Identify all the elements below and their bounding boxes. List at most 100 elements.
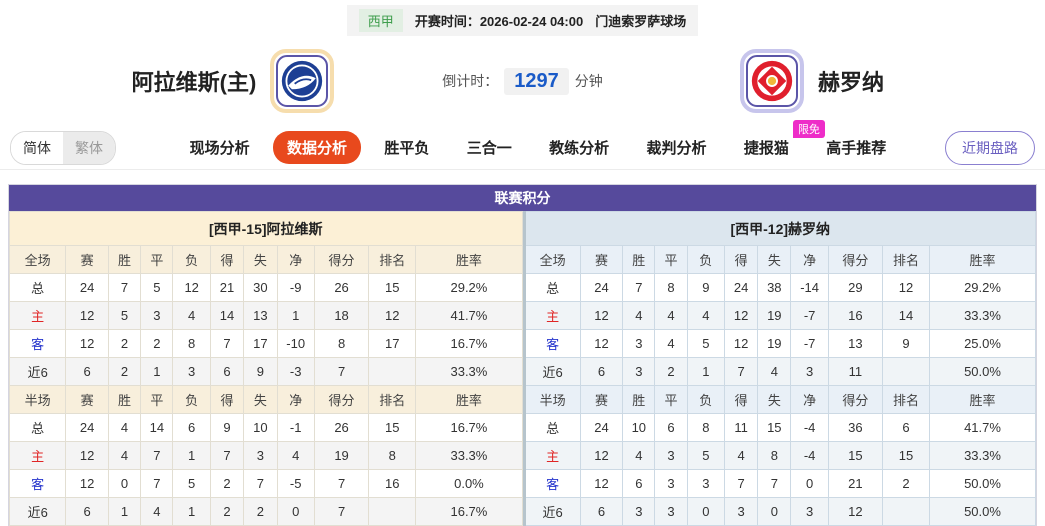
nav-item-data-analysis[interactable]: 数据分析 <box>273 131 362 164</box>
table-row: 总 24 10 6 8 11 15 -4 36 6 41.7% <box>523 413 1036 442</box>
stat-cell: 6 <box>209 357 245 386</box>
stat-cell: 12 <box>65 441 109 470</box>
stat-cell: 29.2% <box>929 273 1036 302</box>
col-header: 净 <box>790 385 829 414</box>
stat-cell: 19 <box>757 329 792 358</box>
stat-cell <box>368 497 417 526</box>
row-label: 近6 <box>8 357 67 386</box>
stat-cell: 2 <box>209 469 245 498</box>
away-team: 赫罗纳 <box>619 49 1005 113</box>
stat-cell: 12 <box>65 301 109 330</box>
col-header: 得分 <box>313 385 370 414</box>
stat-cell <box>881 357 931 386</box>
stat-cell: 26 <box>313 413 370 442</box>
stat-cell: 5 <box>140 273 174 302</box>
stat-cell: 4 <box>140 497 174 526</box>
col-header: 失 <box>757 245 792 274</box>
stat-cell: 15 <box>757 413 792 442</box>
stat-cell: 19 <box>757 301 792 330</box>
table-row: 主 12 4 4 4 12 19 -7 16 14 33.3% <box>523 301 1036 330</box>
col-header: 胜率 <box>929 245 1036 274</box>
col-header: 赛 <box>579 385 624 414</box>
stat-cell: 33.3% <box>415 441 523 470</box>
stat-cell: 7 <box>209 329 245 358</box>
nav-item-coach-analysis[interactable]: 教练分析 <box>549 140 610 157</box>
stat-cell: 24 <box>579 273 624 302</box>
nav-item-referee-analysis[interactable]: 裁判分析 <box>646 140 707 157</box>
stat-cell: 12 <box>65 469 109 498</box>
stat-cell: 4 <box>686 301 725 330</box>
kickoff-time: 开赛时间：2026-02-24 04:00 <box>415 11 583 30</box>
recent-handicap-button[interactable]: 近期盘路 <box>945 130 1035 165</box>
col-header: 净 <box>276 385 315 414</box>
stat-cell: 2 <box>243 497 278 526</box>
stat-cell: 7 <box>313 497 370 526</box>
stat-cell: 21 <box>209 273 245 302</box>
stat-cell: 2 <box>654 357 688 386</box>
home-team-name: 阿拉维斯(主) <box>131 70 257 95</box>
language-toggle: 简体 繁体 <box>10 130 116 165</box>
col-header: 平 <box>654 385 688 414</box>
stat-cell: 12 <box>65 329 109 358</box>
stat-cell: 7 <box>757 469 792 498</box>
stat-cell: 8 <box>686 413 725 442</box>
col-header: 胜 <box>107 245 142 274</box>
stat-cell: 15 <box>368 413 417 442</box>
tables-container: [西甲-15]阿拉维斯 全场赛胜平负得失净得分 排名 胜率总 24 7 5 12 21 30 -9 2… <box>8 211 1036 526</box>
stat-cell: 2 <box>209 497 245 526</box>
col-header: 失 <box>243 385 278 414</box>
stat-cell: 30 <box>243 273 278 302</box>
venue: 门迪索罗萨球场 <box>595 14 687 29</box>
stat-cell: 3 <box>790 497 829 526</box>
stat-cell: 7 <box>209 441 245 470</box>
table-row: 客 12 6 3 3 7 7 0 21 2 50.0% <box>523 469 1036 498</box>
stat-cell: 5 <box>172 469 211 498</box>
stat-cell: -7 <box>790 301 829 330</box>
lang-traditional-button[interactable]: 繁体 <box>63 131 115 164</box>
nav-item-jiebao-cat[interactable]: 捷报猫 限免 <box>730 120 825 164</box>
stat-cell: 8 <box>757 441 792 470</box>
stat-cell: 15 <box>827 441 883 470</box>
nav-item-win-draw-loss[interactable]: 胜平负 <box>384 140 430 157</box>
stat-cell: 9 <box>881 329 931 358</box>
stat-cell: 1 <box>686 357 725 386</box>
stat-cell: 8 <box>654 273 688 302</box>
stat-cell: 8 <box>172 329 211 358</box>
stat-cell: 21 <box>827 469 883 498</box>
countdown-value: 1297 <box>504 67 569 95</box>
nav-bar: 简体 繁体 现场分析 数据分析 胜平负 三合一 教练分析 裁判分析 捷报猫 限免 高手推荐 近期… <box>0 120 1045 170</box>
stat-cell: 24 <box>723 273 759 302</box>
stat-cell: 0 <box>790 469 829 498</box>
stat-cell: 0 <box>686 497 725 526</box>
col-header: 胜 <box>107 385 142 414</box>
lang-simplified-button[interactable]: 简体 <box>11 131 63 164</box>
stat-cell: 50.0% <box>929 469 1036 498</box>
table-row: 主 12 5 3 4 14 13 1 18 12 41.7% <box>8 301 523 330</box>
row-label: 总 <box>8 413 67 442</box>
stat-cell: 17 <box>243 329 278 358</box>
stat-cell: 12 <box>579 301 624 330</box>
col-header: 全场 <box>523 245 581 274</box>
nav-item-live-analysis[interactable]: 现场分析 <box>189 140 250 157</box>
nav-item-three-in-one[interactable]: 三合一 <box>466 140 512 157</box>
table-row: 近6 6 3 2 1 7 4 3 11 50.0% <box>523 357 1036 386</box>
table-title: 联赛积分 <box>9 185 1036 211</box>
stat-cell: -5 <box>276 469 315 498</box>
row-label: 近6 <box>523 357 581 386</box>
col-header: 得 <box>723 385 759 414</box>
stat-cell: 2 <box>881 469 931 498</box>
stat-cell: 8 <box>368 441 417 470</box>
stat-cell: -4 <box>790 441 829 470</box>
countdown-label: 倒计时： <box>442 73 499 89</box>
stat-cell: 11 <box>723 413 759 442</box>
match-info-bar: 西甲 开赛时间：2026-02-24 04:00 门迪索罗萨球场 <box>346 5 699 36</box>
stat-cell: 41.7% <box>415 301 523 330</box>
nav-item-expert-picks[interactable]: 高手推荐 <box>826 140 887 157</box>
stat-cell: 33.3% <box>415 357 523 386</box>
stat-cell: 3 <box>654 497 688 526</box>
stat-cell: 6 <box>654 413 688 442</box>
stat-cell: 3 <box>654 469 688 498</box>
stat-cell: 26 <box>313 273 370 302</box>
stat-cell: 2 <box>107 329 142 358</box>
stat-cell: 15 <box>368 273 417 302</box>
